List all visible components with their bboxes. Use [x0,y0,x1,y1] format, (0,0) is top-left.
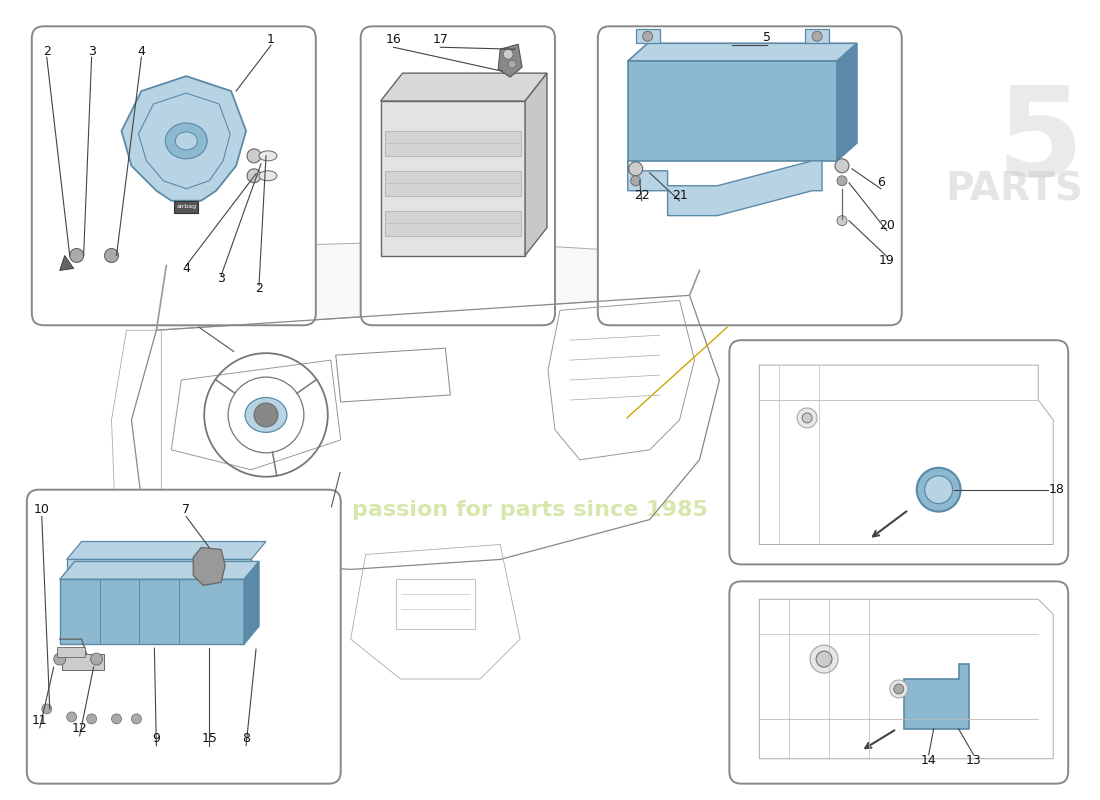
Bar [57,647,85,657]
Text: 5: 5 [997,81,1084,202]
Bar [385,170,521,196]
Text: 1: 1 [267,33,275,46]
Text: 12: 12 [72,722,88,735]
Text: 3: 3 [217,272,226,285]
FancyBboxPatch shape [361,26,556,326]
Polygon shape [381,101,525,255]
Circle shape [503,50,513,59]
Text: 17: 17 [432,33,449,46]
Circle shape [835,159,849,173]
Circle shape [629,162,642,176]
Bar [59,579,244,644]
Polygon shape [628,61,837,161]
Polygon shape [381,73,547,101]
Circle shape [837,216,847,226]
Polygon shape [67,542,266,559]
Polygon shape [194,547,226,586]
Circle shape [810,645,838,673]
Polygon shape [628,43,857,61]
Text: 18: 18 [1048,483,1064,496]
Circle shape [90,653,102,665]
Bar [62,654,103,670]
Bar [385,131,521,156]
Circle shape [816,651,832,667]
Text: 3: 3 [88,45,96,58]
Ellipse shape [165,123,207,159]
Polygon shape [59,562,258,579]
Polygon shape [805,30,829,43]
Polygon shape [904,664,968,729]
Text: 6: 6 [877,176,884,190]
Text: passion for parts since 1985: passion for parts since 1985 [352,500,708,520]
Text: 19: 19 [879,254,894,267]
Circle shape [630,176,640,186]
Circle shape [248,169,261,182]
Polygon shape [525,73,547,255]
Circle shape [42,704,52,714]
Bar [67,559,251,622]
Polygon shape [244,562,258,644]
Circle shape [916,468,960,512]
Circle shape [802,413,812,423]
Text: 21: 21 [672,190,688,202]
Polygon shape [121,76,246,201]
FancyBboxPatch shape [729,340,1068,565]
Text: PARTS: PARTS [945,170,1084,209]
Polygon shape [837,43,857,161]
Bar [396,579,475,630]
Circle shape [925,476,953,504]
Polygon shape [628,161,822,216]
Circle shape [894,684,904,694]
Circle shape [104,249,119,262]
Polygon shape [59,255,74,270]
FancyBboxPatch shape [32,26,316,326]
Circle shape [132,714,142,724]
Text: 7: 7 [183,503,190,516]
Text: 4: 4 [183,262,190,275]
Bar [174,201,198,213]
FancyBboxPatch shape [729,582,1068,784]
Text: 4: 4 [138,45,145,58]
FancyBboxPatch shape [597,26,902,326]
Text: 9: 9 [153,732,161,746]
Circle shape [254,403,278,427]
Ellipse shape [175,132,197,150]
Circle shape [248,149,261,163]
Circle shape [69,249,84,262]
Circle shape [837,176,847,186]
Text: 11: 11 [32,714,47,727]
Text: 2: 2 [255,282,263,295]
Text: 20: 20 [879,219,894,232]
Circle shape [54,653,66,665]
Circle shape [508,60,516,68]
Circle shape [890,680,908,698]
Text: 5: 5 [763,30,771,44]
Text: airbag: airbag [176,204,196,209]
Text: 2: 2 [43,45,51,58]
Bar [385,210,521,235]
FancyBboxPatch shape [26,490,341,784]
Ellipse shape [245,398,287,432]
Circle shape [642,31,652,42]
Circle shape [812,31,822,42]
Text: 10: 10 [34,503,50,516]
Ellipse shape [258,151,277,161]
Polygon shape [156,241,700,330]
Polygon shape [498,44,522,77]
Ellipse shape [258,170,277,181]
Text: 22: 22 [634,190,650,202]
Circle shape [67,712,77,722]
Text: 13: 13 [966,754,981,767]
Polygon shape [636,30,660,43]
Circle shape [87,714,97,724]
Circle shape [111,714,121,724]
Text: 8: 8 [242,732,250,746]
Circle shape [798,408,817,428]
Text: 16: 16 [386,33,402,46]
Text: 14: 14 [921,754,936,767]
Text: 15: 15 [201,732,217,746]
